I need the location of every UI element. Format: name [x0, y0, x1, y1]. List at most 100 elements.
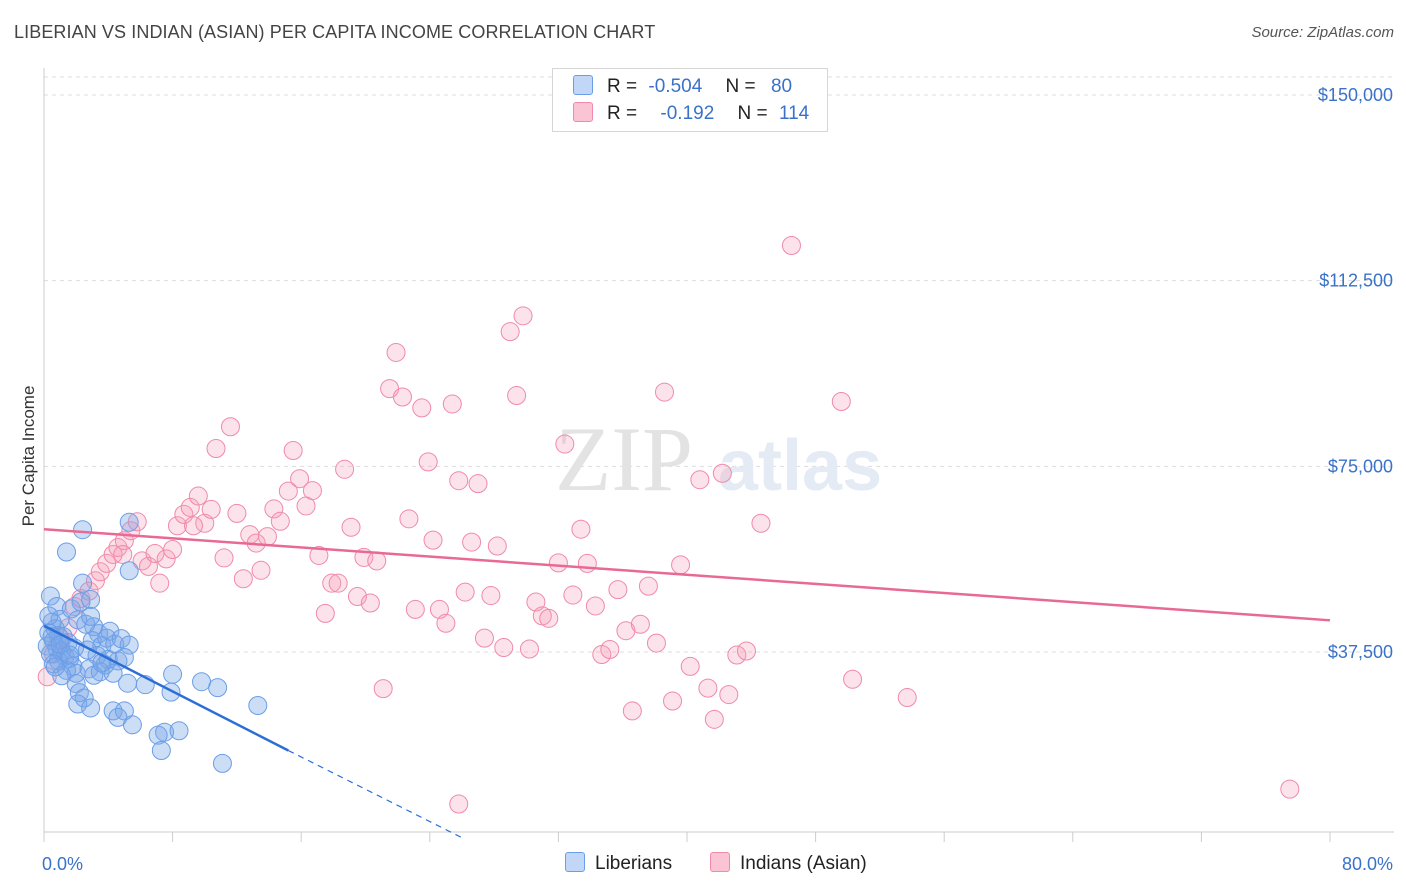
indian-point	[698, 678, 718, 698]
legend-r-label: R =	[607, 76, 638, 97]
indian-point	[494, 638, 514, 658]
indian-point	[690, 470, 710, 490]
indian-point	[278, 481, 298, 501]
indian-point	[608, 580, 628, 600]
legend-swatch-indians	[573, 102, 593, 122]
indian-point	[548, 553, 568, 573]
x-tick-label-min: 0.0%	[42, 854, 83, 874]
bottom-legend-label: Liberians	[595, 853, 673, 874]
series-indians-asian	[37, 236, 1300, 814]
indian-point	[302, 481, 322, 501]
indian-point	[360, 593, 380, 613]
liberian-point	[119, 561, 139, 581]
indian-point	[897, 688, 917, 708]
liberian-point	[151, 741, 171, 761]
indian-point	[167, 516, 187, 536]
indian-point	[429, 599, 449, 619]
indian-point	[201, 499, 221, 519]
chart-title: LIBERIAN VS INDIAN (ASIAN) PER CAPITA IN…	[14, 22, 656, 42]
indian-point	[103, 544, 123, 564]
indian-point	[227, 503, 247, 523]
liberian-point	[50, 635, 70, 655]
indian-point	[264, 499, 284, 519]
legend-r-label: R =	[607, 103, 638, 124]
indian-point	[322, 573, 342, 593]
liberian-point	[248, 695, 268, 715]
indian-point	[412, 398, 432, 418]
liberian-point	[40, 586, 60, 606]
indian-point	[386, 342, 406, 362]
indian-point	[487, 536, 507, 556]
liberian-point	[81, 606, 101, 626]
indian-point	[163, 540, 183, 560]
indian-point	[646, 633, 666, 653]
liberian-point	[84, 617, 104, 637]
liberian-point	[163, 664, 183, 684]
liberian-point	[61, 599, 81, 619]
y-tick-labels: $37,500 $75,000 $112,500 $150,000	[1318, 85, 1393, 662]
y-tick-label: $150,000	[1318, 85, 1393, 105]
indian-point	[214, 548, 234, 568]
x-tick-label-max: 80.0%	[1342, 854, 1393, 874]
y-axis-label: Per Capita Income	[19, 386, 38, 527]
liberian-point	[39, 606, 59, 626]
liberians-trend-line	[43, 624, 289, 752]
indian-point	[638, 576, 658, 596]
bottom-legend-indians: Indians (Asian)	[710, 852, 867, 875]
bottom-legend-label: Indians (Asian)	[740, 853, 867, 874]
legend-row-indians: R = -0.192 N = 114	[573, 102, 809, 126]
indian-point	[183, 516, 203, 536]
indian-point	[373, 679, 393, 699]
indian-point	[571, 519, 591, 539]
legend-r-value: -0.504	[648, 76, 703, 97]
legend-n-label: N =	[725, 76, 756, 97]
liberian-point	[45, 657, 65, 677]
indian-point	[577, 553, 597, 573]
bottom-legend-swatch-indians	[710, 852, 730, 872]
indian-point	[341, 517, 361, 537]
bottom-legend-swatch-liberians	[565, 852, 585, 872]
indian-point	[195, 513, 215, 533]
indian-point	[251, 560, 271, 580]
indian-point	[654, 382, 674, 402]
indian-point	[257, 527, 277, 547]
indian-point	[309, 545, 329, 565]
indian-point	[1280, 779, 1300, 799]
indian-point	[423, 530, 443, 550]
legend-row-liberians: R = -0.504 N = 80	[573, 75, 792, 99]
watermark-atlas: atlas	[718, 426, 882, 506]
legend-n-label: N =	[737, 103, 768, 124]
indian-point	[630, 614, 650, 634]
grid-lines	[44, 76, 1394, 653]
source-label: Source: ZipAtlas.com	[1251, 24, 1394, 41]
indian-point	[751, 513, 771, 533]
indian-point	[474, 628, 494, 648]
indian-point	[481, 586, 501, 606]
x-tick-labels: 0.0% 80.0%	[42, 854, 1393, 874]
y-tick-label: $112,500	[1319, 271, 1393, 291]
indian-point	[831, 391, 851, 411]
indian-point	[712, 463, 732, 483]
liberian-point	[208, 678, 228, 698]
liberian-point	[57, 542, 77, 562]
liberians-trend-extension	[288, 749, 463, 839]
indians-trend-line	[43, 527, 1331, 622]
indian-point	[156, 549, 176, 569]
indian-point	[663, 691, 683, 711]
trend-lines	[43, 527, 1331, 839]
legend-n-value: 80	[770, 76, 793, 97]
indian-point	[781, 236, 801, 256]
indian-point	[180, 497, 200, 517]
indian-point	[405, 599, 425, 619]
indian-point	[843, 669, 863, 689]
indian-point	[392, 387, 412, 407]
liberian-point	[73, 573, 93, 593]
y-tick-label: $37,500	[1328, 642, 1393, 662]
watermark: ZIP atlas	[555, 408, 882, 510]
indian-point	[719, 685, 739, 705]
indian-point	[188, 486, 208, 506]
liberian-point	[68, 694, 88, 714]
watermark-zip: ZIP	[555, 408, 693, 510]
indian-point	[462, 532, 482, 552]
